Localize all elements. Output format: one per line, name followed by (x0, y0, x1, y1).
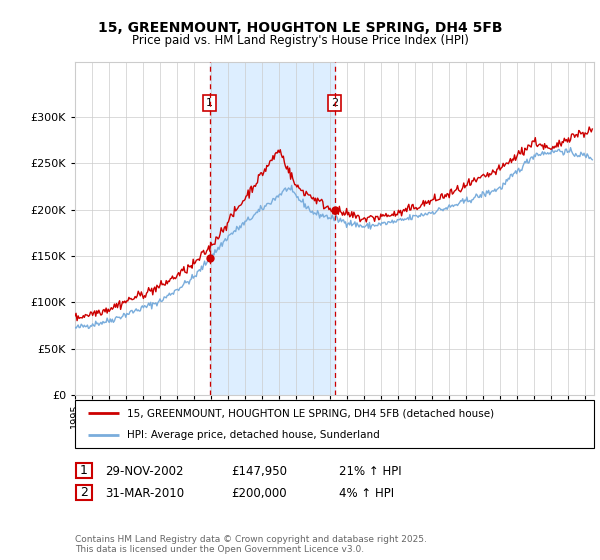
Text: 15, GREENMOUNT, HOUGHTON LE SPRING, DH4 5FB (detached house): 15, GREENMOUNT, HOUGHTON LE SPRING, DH4 … (127, 408, 494, 418)
Text: 29-NOV-2002: 29-NOV-2002 (105, 465, 184, 478)
Text: HPI: Average price, detached house, Sunderland: HPI: Average price, detached house, Sund… (127, 430, 380, 440)
Text: 21% ↑ HPI: 21% ↑ HPI (339, 465, 401, 478)
Text: 1: 1 (80, 464, 88, 477)
Bar (209, 62, 335, 395)
Text: 2: 2 (80, 486, 88, 500)
Text: 15, GREENMOUNT, HOUGHTON LE SPRING, DH4 5FB: 15, GREENMOUNT, HOUGHTON LE SPRING, DH4 … (98, 21, 502, 35)
Text: 4% ↑ HPI: 4% ↑ HPI (339, 487, 394, 501)
Text: 2: 2 (331, 98, 338, 108)
Text: Contains HM Land Registry data © Crown copyright and database right 2025.
This d: Contains HM Land Registry data © Crown c… (75, 535, 427, 554)
Text: £200,000: £200,000 (231, 487, 287, 501)
Text: 31-MAR-2010: 31-MAR-2010 (105, 487, 184, 501)
Text: Price paid vs. HM Land Registry's House Price Index (HPI): Price paid vs. HM Land Registry's House … (131, 34, 469, 46)
Text: £147,950: £147,950 (231, 465, 287, 478)
Text: 1: 1 (206, 98, 213, 108)
